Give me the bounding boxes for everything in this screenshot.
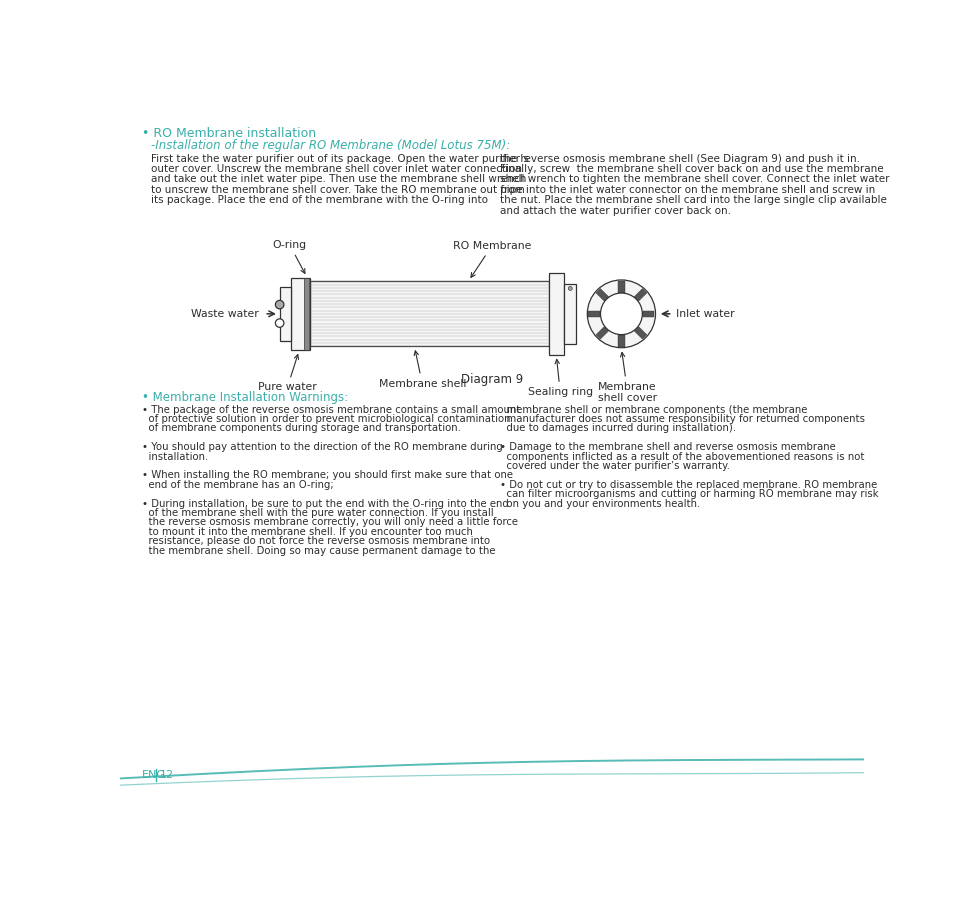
- Text: of the membrane shell with the pure water connection. If you install: of the membrane shell with the pure wate…: [142, 508, 493, 518]
- Text: of protective solution in order to prevent microbiological contamination: of protective solution in order to preve…: [142, 414, 510, 424]
- Text: membrane shell or membrane components (the membrane: membrane shell or membrane components (t…: [500, 405, 807, 415]
- Text: • During installation, be sure to put the end with the O-ring into the end: • During installation, be sure to put th…: [142, 499, 509, 509]
- Text: and take out the inlet water pipe. Then use the membrane shell wrench: and take out the inlet water pipe. Then …: [151, 174, 526, 185]
- Text: shell wrench to tighten the membrane shell cover. Connect the inlet water: shell wrench to tighten the membrane she…: [500, 174, 889, 185]
- Text: end of the membrane has an O-ring;: end of the membrane has an O-ring;: [142, 480, 333, 490]
- Text: to mount it into the membrane shell. If you encounter too much: to mount it into the membrane shell. If …: [142, 527, 472, 537]
- Text: to unscrew the membrane shell cover. Take the RO membrane out from: to unscrew the membrane shell cover. Tak…: [151, 185, 525, 195]
- Bar: [596, 327, 609, 339]
- Text: can filter microorganisms and cutting or harming RO membrane may risk: can filter microorganisms and cutting or…: [500, 489, 878, 499]
- Text: • Damage to the membrane shell and reverse osmosis membrane: • Damage to the membrane shell and rever…: [500, 442, 835, 452]
- Bar: [310, 281, 548, 346]
- Text: the reverse osmosis membrane correctly, you will only need a little force: the reverse osmosis membrane correctly, …: [142, 518, 517, 528]
- Text: • RO Membrane installation: • RO Membrane installation: [142, 126, 316, 140]
- Circle shape: [568, 287, 572, 290]
- Text: covered under the water purifier’s warranty.: covered under the water purifier’s warra…: [500, 461, 730, 471]
- Text: installation.: installation.: [142, 452, 208, 462]
- Bar: [643, 311, 655, 317]
- Text: • The package of the reverse osmosis membrane contains a small amount: • The package of the reverse osmosis mem…: [142, 405, 520, 415]
- Bar: [635, 289, 647, 301]
- Text: 12: 12: [160, 770, 175, 780]
- Text: First take the water purifier out of its package. Open the water purifier’s: First take the water purifier out of its…: [151, 153, 529, 163]
- Text: and attach the water purifier cover back on.: and attach the water purifier cover back…: [500, 206, 731, 216]
- Circle shape: [588, 280, 656, 347]
- Text: -Installation of the regular RO Membrane (Model Lotus 75M):: -Installation of the regular RO Membrane…: [151, 139, 511, 152]
- Text: pipe into the inlet water connector on the membrane shell and screw in: pipe into the inlet water connector on t…: [500, 185, 875, 195]
- Text: • Membrane Installation Warnings:: • Membrane Installation Warnings:: [142, 391, 348, 404]
- Text: • When installing the RO membrane; you should first make sure that one: • When installing the RO membrane; you s…: [142, 471, 513, 481]
- Text: ENG: ENG: [142, 770, 166, 780]
- Bar: [564, 284, 576, 344]
- Text: Inlet water: Inlet water: [676, 308, 734, 318]
- Text: due to damages incurred during installation).: due to damages incurred during installat…: [500, 423, 736, 434]
- Text: manufacturer does not assume responsibility for returned components: manufacturer does not assume responsibil…: [500, 414, 865, 424]
- Circle shape: [276, 300, 284, 308]
- Text: Sealing ring: Sealing ring: [528, 359, 592, 397]
- Text: Diagram 9: Diagram 9: [461, 373, 523, 386]
- Text: Membrane
shell cover: Membrane shell cover: [598, 353, 658, 403]
- Text: • You should pay attention to the direction of the RO membrane during: • You should pay attention to the direct…: [142, 442, 502, 452]
- Bar: [548, 273, 564, 354]
- Text: Finally, screw  the membrane shell cover back on and use the membrane: Finally, screw the membrane shell cover …: [500, 164, 883, 174]
- Text: Membrane shell: Membrane shell: [378, 351, 466, 389]
- Circle shape: [601, 293, 642, 335]
- Bar: [596, 289, 609, 301]
- Bar: [588, 311, 600, 317]
- Text: Waste water: Waste water: [191, 308, 259, 318]
- Bar: [304, 278, 309, 350]
- Text: • Do not cut or try to disassemble the replaced membrane. RO membrane: • Do not cut or try to disassemble the r…: [500, 480, 877, 490]
- Bar: [291, 278, 310, 350]
- Text: Pure water: Pure water: [258, 354, 317, 392]
- Bar: [280, 287, 291, 341]
- Text: resistance, please do not force the reverse osmosis membrane into: resistance, please do not force the reve…: [142, 536, 490, 547]
- Bar: [635, 327, 647, 339]
- Text: the nut. Place the membrane shell card into the large single clip available: the nut. Place the membrane shell card i…: [500, 195, 887, 206]
- Text: of membrane components during storage and transportation.: of membrane components during storage an…: [142, 423, 461, 434]
- Text: RO Membrane: RO Membrane: [453, 241, 531, 278]
- Text: on you and your environments health.: on you and your environments health.: [500, 499, 700, 509]
- Text: the membrane shell. Doing so may cause permanent damage to the: the membrane shell. Doing so may cause p…: [142, 546, 495, 556]
- Text: its package. Place the end of the membrane with the O-ring into: its package. Place the end of the membra…: [151, 195, 488, 206]
- Text: outer cover. Unscrew the membrane shell cover inlet water connection: outer cover. Unscrew the membrane shell …: [151, 164, 522, 174]
- Text: the reverse osmosis membrane shell (See Diagram 9) and push it in.: the reverse osmosis membrane shell (See …: [500, 153, 860, 163]
- Text: O-ring: O-ring: [273, 240, 307, 273]
- Text: components inflicted as a result of the abovementioned reasons is not: components inflicted as a result of the …: [500, 452, 864, 462]
- Circle shape: [276, 318, 284, 327]
- Bar: [618, 281, 625, 292]
- Bar: [618, 335, 625, 346]
